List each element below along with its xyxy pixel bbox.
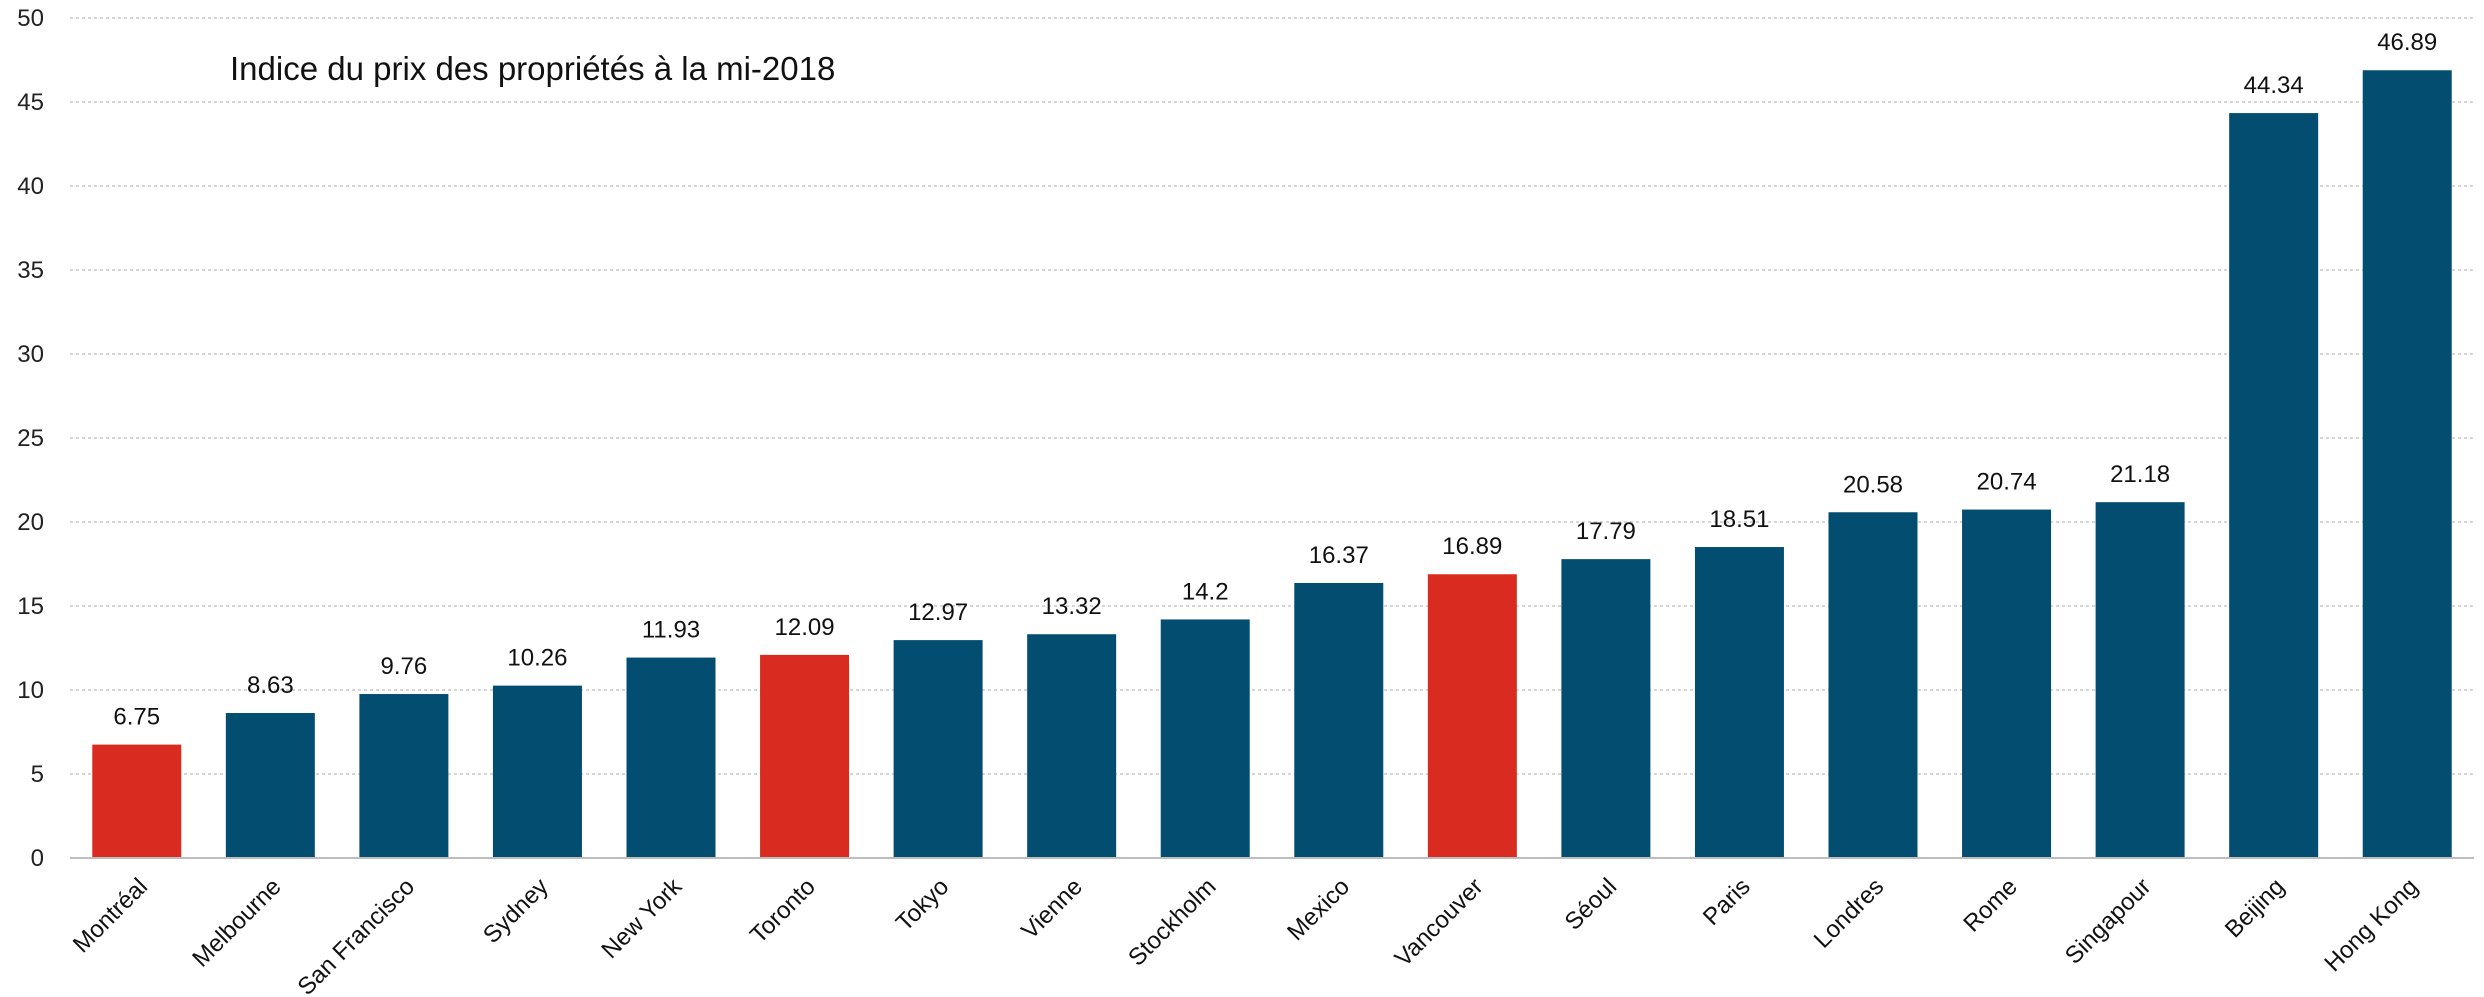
data-label: 18.51 — [1709, 506, 1769, 533]
bar — [225, 713, 315, 858]
x-tick-label: San Francisco — [293, 873, 421, 997]
y-tick-label: 0 — [31, 845, 44, 872]
data-label: 20.74 — [1977, 469, 2037, 496]
y-tick-label: 15 — [17, 593, 44, 620]
data-label: 20.58 — [1843, 471, 1903, 498]
data-label: 44.34 — [2244, 72, 2304, 99]
data-label: 16.89 — [1442, 533, 1502, 560]
x-tick-label: Hong Kong — [2319, 873, 2423, 977]
data-label: 12.09 — [775, 614, 835, 641]
x-tick-label: Toronto — [745, 873, 821, 949]
y-tick-label: 35 — [17, 257, 44, 284]
x-tick-label: Séoul — [1560, 873, 1623, 936]
x-tick-label: Mexico — [1282, 873, 1355, 946]
x-tick-label: Singapour — [2060, 873, 2156, 969]
bar — [1294, 582, 1384, 858]
data-label: 13.32 — [1042, 593, 1102, 620]
bar — [92, 744, 182, 858]
y-tick-label: 5 — [31, 761, 44, 788]
bar — [1027, 634, 1117, 858]
bar — [2229, 113, 2319, 858]
data-label: 17.79 — [1576, 518, 1636, 545]
bar — [1828, 512, 1918, 858]
bar — [1962, 509, 2052, 858]
data-label: 46.89 — [2377, 29, 2437, 56]
x-tick-label: Beijing — [2220, 873, 2290, 943]
x-tick-label: Sydney — [478, 873, 554, 949]
y-tick-label: 10 — [17, 677, 44, 704]
chart-title: Indice du prix des propriétés à la mi-20… — [230, 50, 835, 87]
x-tick-label: Stockholm — [1123, 873, 1221, 971]
x-tick-label: Londres — [1809, 873, 1889, 953]
x-tick-label: Montréal — [68, 873, 153, 958]
x-tick-label: Melbourne — [187, 873, 286, 972]
x-tick-label: Vienne — [1016, 873, 1088, 945]
y-tick-label: 45 — [17, 89, 44, 116]
bar — [2362, 70, 2452, 859]
y-tick-label: 20 — [17, 509, 44, 536]
x-tick-label: Tokyo — [891, 873, 954, 936]
data-label: 16.37 — [1309, 542, 1369, 569]
bar — [893, 640, 983, 858]
x-tick-label: New York — [596, 872, 687, 963]
data-label: 9.76 — [381, 653, 428, 680]
data-label: 10.26 — [507, 645, 567, 672]
bar — [359, 694, 449, 858]
bar — [492, 685, 582, 858]
y-tick-label: 30 — [17, 341, 44, 368]
bar — [760, 654, 850, 858]
bar — [1427, 574, 1517, 858]
y-tick-label: 25 — [17, 425, 44, 452]
x-tick-label: Rome — [1958, 873, 2022, 937]
bar — [1694, 547, 1784, 858]
y-tick-label: 40 — [17, 173, 44, 200]
bar — [2095, 502, 2185, 858]
data-label: 11.93 — [642, 617, 700, 644]
y-tick-label: 50 — [17, 5, 44, 32]
y-axis-ticks: 0 5 10 15 20 25 30 35 40 45 50 — [17, 5, 44, 872]
data-label: 21.18 — [2110, 461, 2170, 488]
data-label: 8.63 — [247, 672, 294, 699]
bar — [1561, 559, 1651, 858]
data-label: 12.97 — [908, 599, 968, 626]
x-axis-labels: Montréal Melbourne San Francisco Sydney New … — [68, 872, 2424, 997]
data-label: 14.2 — [1182, 578, 1229, 605]
bar — [626, 657, 716, 858]
x-tick-label: Paris — [1698, 873, 1756, 931]
bars — [92, 70, 2452, 859]
data-labels: 6.75 8.63 9.76 10.26 11.93 12.09 12.97 13.32 14.… — [113, 29, 2437, 730]
gridlines — [70, 17, 2474, 775]
x-tick-label: Vancouver — [1390, 873, 1489, 972]
data-label: 6.75 — [113, 704, 160, 731]
bar — [1160, 619, 1250, 858]
